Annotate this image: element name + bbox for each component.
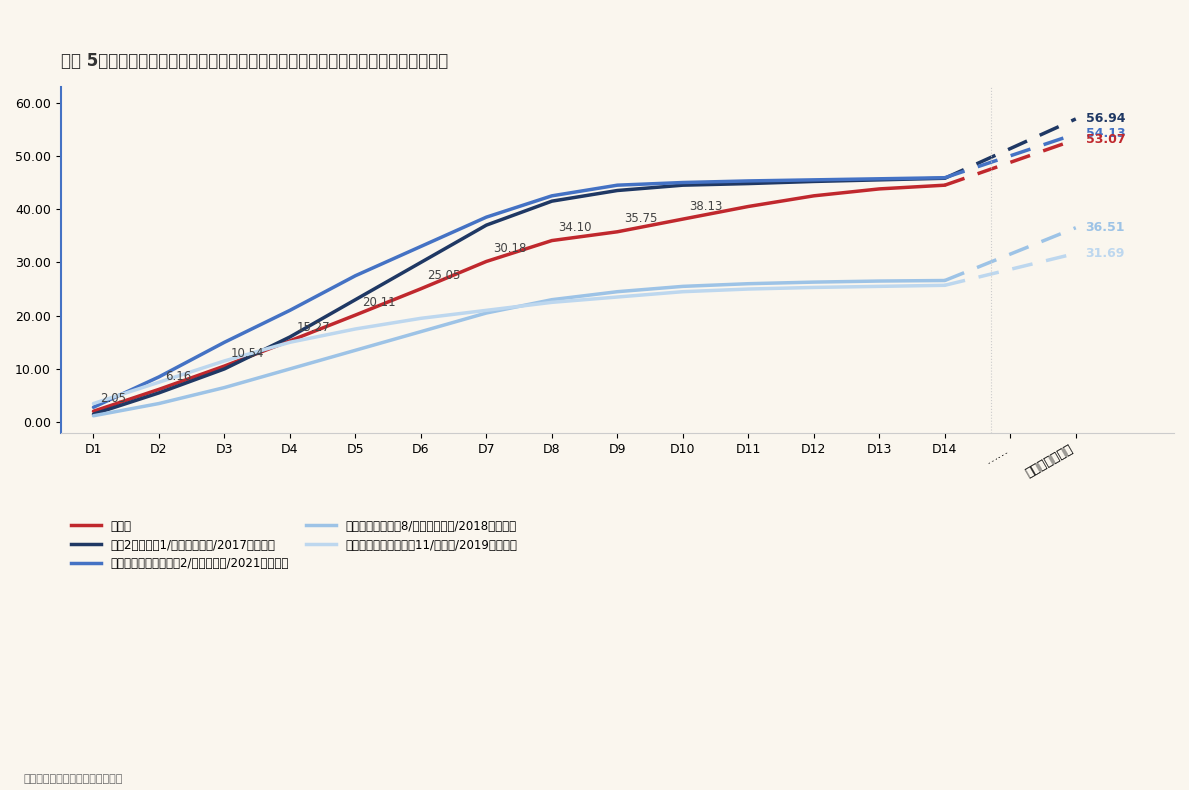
Text: 来源：猫眼电影，国金证券研究所: 来源：猫眼电影，国金证券研究所 — [24, 774, 124, 784]
Text: 56.94: 56.94 — [1086, 112, 1125, 126]
Text: 20.11: 20.11 — [361, 295, 396, 309]
Text: 30.18: 30.18 — [493, 242, 527, 255]
Text: 36.51: 36.51 — [1086, 221, 1125, 234]
Text: 25.05: 25.05 — [428, 269, 461, 282]
Text: 35.75: 35.75 — [624, 213, 658, 225]
Text: 2.05: 2.05 — [100, 392, 126, 404]
Text: 53.07: 53.07 — [1086, 133, 1125, 146]
Text: 31.69: 31.69 — [1086, 247, 1125, 260]
Text: 54.13: 54.13 — [1086, 127, 1125, 141]
Text: 34.10: 34.10 — [559, 221, 592, 234]
Text: 15.27: 15.27 — [296, 322, 331, 334]
Text: 6.16: 6.16 — [165, 370, 191, 383]
Text: 图表 5：长津湖与主要可比电影上映日起逐日累计票房及（预期）总票房对比（亿元）: 图表 5：长津湖与主要可比电影上映日起逐日累计票房及（预期）总票房对比（亿元） — [61, 52, 448, 70]
Text: 38.13: 38.13 — [690, 200, 723, 213]
Text: 10.54: 10.54 — [231, 347, 264, 359]
Legend: 长津湖, 战狼2（票房第1/主旋律、战争/2017暑期档）, 你好，李焕英（票房第2/亲情、喜剧/2021春节档）, 红海行动（票房第8/主旋律、战争/2018: 长津湖, 战狼2（票房第1/主旋律、战争/2017暑期档）, 你好，李焕英（票房… — [67, 515, 522, 575]
